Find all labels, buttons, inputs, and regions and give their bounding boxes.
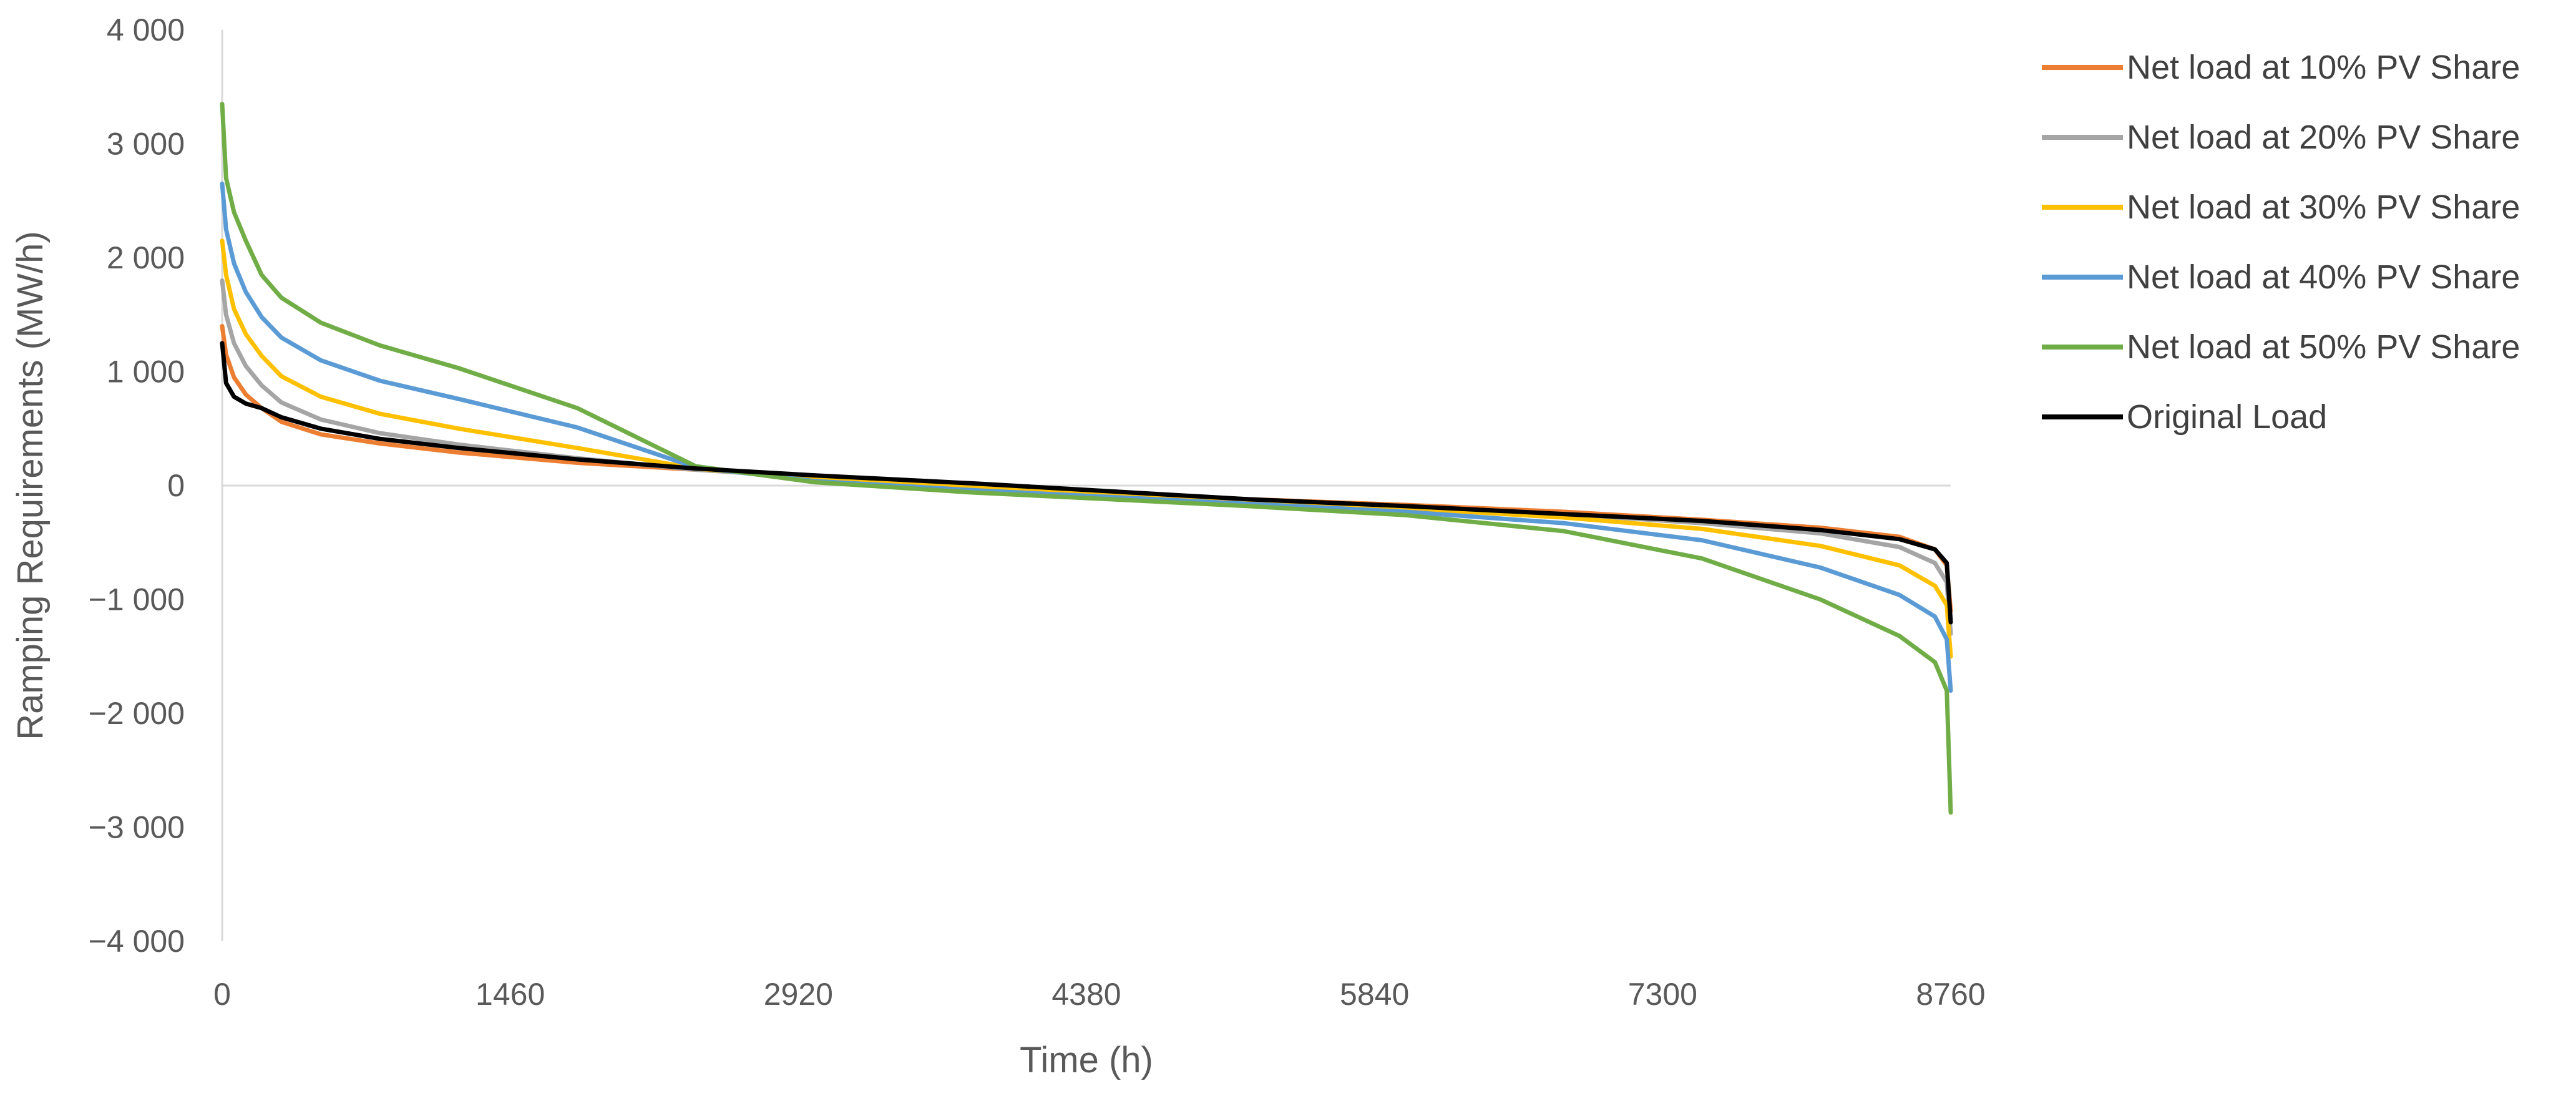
x-tick-label: 4380 [1051, 977, 1121, 1012]
y-tick-label: 1 000 [107, 355, 185, 389]
series-lines [220, 102, 1953, 815]
y-axis-title: Ramping Requirements (MW/h) [10, 231, 51, 740]
y-tick-label: 0 [167, 468, 185, 503]
series-line-1 [220, 324, 1953, 614]
y-tick-label: 2 000 [107, 240, 185, 275]
y-axis-ticks: 4 000 3 000 2 000 1 000 0 −1 000 −2 000 −3 000 −… [89, 12, 185, 959]
y-tick-label: −3 000 [89, 810, 185, 845]
x-axis-ticks: 0 1460 2920 4380 5840 7300 8760 [213, 977, 1986, 1012]
chart-axes [221, 30, 1951, 941]
x-tick-label: 8760 [1916, 977, 1985, 1012]
series-line-4 [220, 181, 1953, 693]
x-tick-label: 7300 [1628, 977, 1697, 1012]
y-tick-label: 3 000 [107, 127, 185, 162]
series-line-5 [220, 102, 1953, 815]
y-tick-label: −4 000 [89, 924, 185, 959]
series-line-3 [220, 238, 1953, 659]
legend-label: Original Load [2127, 398, 2327, 436]
y-tick-label: −2 000 [89, 696, 185, 731]
x-axis-title: Time (h) [1020, 1040, 1153, 1080]
legend-label: Net load at 40% PV Share [2127, 258, 2520, 296]
series-line-6 [220, 341, 1953, 625]
x-tick-label: 0 [213, 977, 231, 1012]
legend-label: Net load at 20% PV Share [2127, 119, 2520, 156]
legend: Net load at 10% PV Share Net load at 20% … [2042, 49, 2520, 436]
y-tick-label: 4 000 [107, 12, 185, 47]
y-tick-label: −1 000 [89, 582, 185, 617]
x-tick-label: 2920 [764, 977, 833, 1012]
x-tick-label: 1460 [476, 977, 545, 1012]
legend-label: Net load at 50% PV Share [2127, 328, 2520, 366]
legend-label: Net load at 10% PV Share [2127, 49, 2520, 86]
x-tick-label: 5840 [1340, 977, 1409, 1012]
legend-label: Net load at 30% PV Share [2127, 188, 2520, 226]
series-line-2 [220, 278, 1953, 636]
